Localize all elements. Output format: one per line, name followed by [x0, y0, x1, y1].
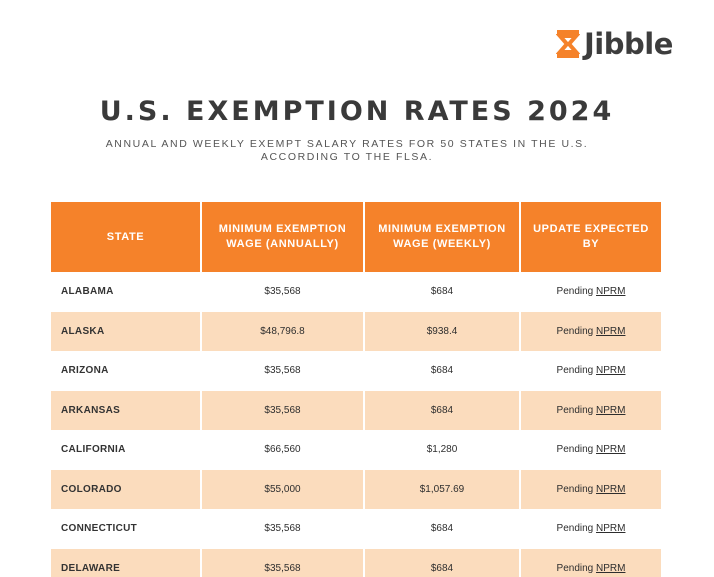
update-cell: Pending NPRM — [519, 272, 661, 312]
table-row: COLORADO $55,000 $1,057.69 Pending NPRM — [51, 469, 661, 509]
state-cell: ARKANSAS — [51, 390, 202, 430]
update-status: Pending — [556, 325, 594, 337]
table-row: ALASKA $48,796.8 $938.4 Pending NPRM — [51, 311, 661, 351]
nprm-link[interactable]: NPRM — [596, 562, 626, 574]
nprm-link[interactable]: NPRM — [596, 365, 626, 377]
subtitle-line-1: ANNUAL AND WEEKLY EXEMPT SALARY RATES FO… — [105, 138, 589, 150]
annual-wage-cell: $35,568 — [200, 351, 365, 391]
nprm-link[interactable]: NPRM — [596, 444, 626, 456]
annual-wage-cell: $35,568 — [200, 509, 365, 549]
column-header-state: STATE — [51, 202, 202, 272]
state-cell: ALABAMA — [51, 272, 202, 312]
state-cell: CALIFORNIA — [51, 430, 202, 470]
state-cell: DELAWARE — [51, 548, 202, 577]
state-cell: CONNECTICUT — [51, 509, 202, 549]
column-header-update: UPDATE EXPECTED BY — [519, 202, 661, 272]
update-status: Pending — [556, 483, 594, 495]
table-row: ARKANSAS $35,568 $684 Pending NPRM — [51, 390, 661, 430]
table-row: ARIZONA $35,568 $684 Pending NPRM — [51, 351, 661, 391]
state-cell: COLORADO — [51, 469, 202, 509]
update-cell: Pending NPRM — [519, 430, 661, 470]
weekly-wage-cell: $684 — [363, 351, 521, 391]
weekly-wage-cell: $938.4 — [363, 311, 521, 351]
annual-wage-cell: $35,568 — [200, 390, 365, 430]
update-status: Pending — [556, 444, 594, 456]
table-row: ALABAMA $35,568 $684 Pending NPRM — [51, 272, 661, 312]
state-cell: ALASKA — [51, 311, 202, 351]
weekly-wage-cell: $684 — [363, 390, 521, 430]
table-row: CALIFORNIA $66,560 $1,280 Pending NPRM — [51, 430, 661, 470]
subtitle-line-2: ACCORDING TO THE FLSA. — [260, 151, 434, 163]
weekly-wage-cell: $684 — [363, 272, 521, 312]
table-row: DELAWARE $35,568 $684 Pending NPRM — [51, 548, 661, 577]
update-status: Pending — [556, 404, 594, 416]
state-cell: ARIZONA — [51, 351, 202, 391]
weekly-wage-cell: $684 — [363, 509, 521, 549]
weekly-wage-cell: $684 — [363, 548, 521, 577]
nprm-link[interactable]: NPRM — [596, 483, 626, 495]
annual-wage-cell: $66,560 — [200, 430, 365, 470]
update-cell: Pending NPRM — [519, 351, 661, 391]
update-cell: Pending NPRM — [519, 390, 661, 430]
nprm-link[interactable]: NPRM — [596, 286, 626, 298]
update-cell: Pending NPRM — [519, 469, 661, 509]
update-cell: Pending NPRM — [519, 509, 661, 549]
update-status: Pending — [556, 562, 594, 574]
update-cell: Pending NPRM — [519, 548, 661, 577]
update-status: Pending — [556, 523, 594, 535]
annual-wage-cell: $55,000 — [200, 469, 365, 509]
weekly-wage-cell: $1,057.69 — [363, 469, 521, 509]
weekly-wage-cell: $1,280 — [363, 430, 521, 470]
hourglass-icon — [556, 30, 580, 58]
nprm-link[interactable]: NPRM — [596, 325, 626, 337]
column-header-weekly: MINIMUM EXEMPTION WAGE (WEEKLY) — [363, 202, 521, 272]
column-header-annual: MINIMUM EXEMPTION WAGE (ANNUALLY) — [200, 202, 365, 272]
annual-wage-cell: $35,568 — [200, 272, 365, 312]
exemption-rates-table: STATE MINIMUM EXEMPTION WAGE (ANNUALLY) … — [51, 202, 661, 577]
nprm-link[interactable]: NPRM — [596, 523, 626, 535]
table-row: CONNECTICUT $35,568 $684 Pending NPRM — [51, 509, 661, 549]
update-cell: Pending NPRM — [519, 311, 661, 351]
nprm-link[interactable]: NPRM — [596, 404, 626, 416]
page-title: U.S. EXEMPTION RATES 2024 — [99, 96, 615, 127]
annual-wage-cell: $35,568 — [200, 548, 365, 577]
update-status: Pending — [556, 365, 594, 377]
annual-wage-cell: $48,796.8 — [200, 311, 365, 351]
table-header-row: STATE MINIMUM EXEMPTION WAGE (ANNUALLY) … — [51, 202, 661, 272]
update-status: Pending — [556, 286, 594, 298]
jibble-logo[interactable]: Jibble — [556, 26, 673, 62]
brand-name: Jibble — [584, 26, 673, 61]
page-subtitle: ANNUAL AND WEEKLY EXEMPT SALARY RATES FO… — [100, 138, 594, 164]
